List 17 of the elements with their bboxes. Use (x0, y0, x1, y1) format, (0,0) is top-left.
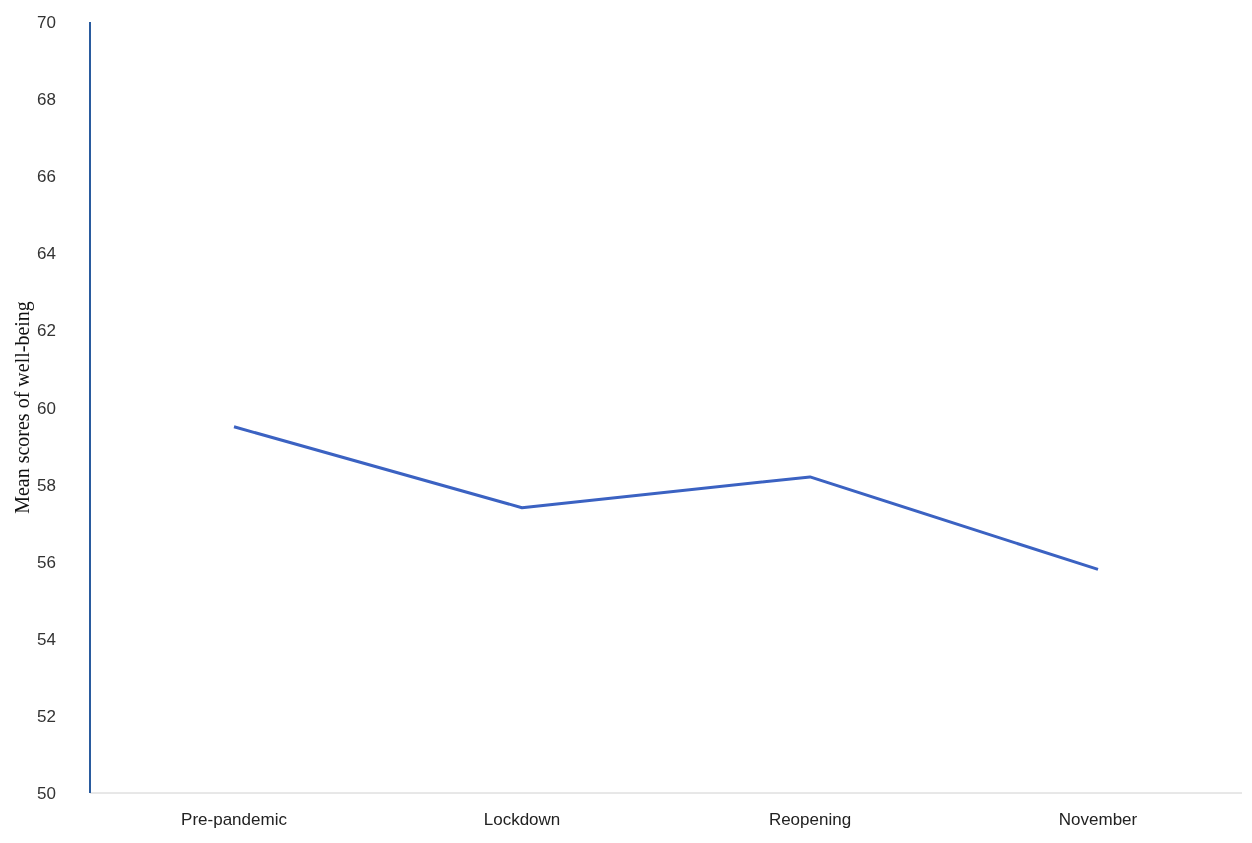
y-tick-label: 62 (37, 321, 56, 341)
x-tick-label: Reopening (768, 810, 852, 830)
y-tick-label: 68 (37, 90, 56, 110)
x-tick-label: Lockdown (483, 810, 561, 830)
y-tick-label: 58 (37, 475, 56, 495)
y-tick-label: 54 (37, 629, 56, 649)
line-series (232, 425, 1100, 571)
y-tick-label: 56 (37, 552, 56, 572)
y-tick-label: 50 (37, 784, 56, 804)
y-tick-label: 60 (37, 398, 56, 418)
y-tick-label: 64 (37, 244, 56, 264)
y-tick-label: 52 (37, 706, 56, 726)
y-tick-label: 70 (37, 13, 56, 33)
y-tick-label: 66 (37, 167, 56, 187)
x-tick-label: Pre-pandemic (181, 810, 288, 830)
x-tick-label: November (1058, 810, 1138, 830)
y-axis-title: Mean scores of well-being (11, 301, 35, 514)
